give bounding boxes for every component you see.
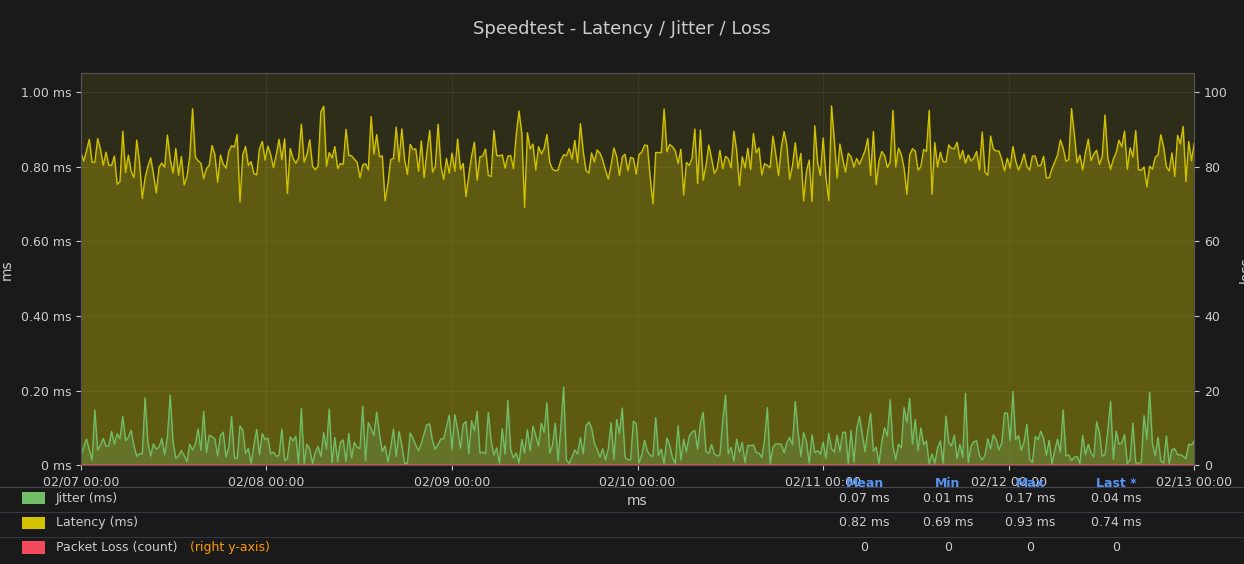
Text: 0.04 ms: 0.04 ms <box>1091 491 1141 505</box>
Text: (right y-axis): (right y-axis) <box>187 541 270 554</box>
Text: 0: 0 <box>944 541 952 554</box>
Text: Speedtest - Latency / Jitter / Loss: Speedtest - Latency / Jitter / Loss <box>473 20 771 38</box>
Text: 0.69 ms: 0.69 ms <box>923 516 973 530</box>
Text: Jitter (ms): Jitter (ms) <box>56 491 118 505</box>
Text: Latency (ms): Latency (ms) <box>56 516 138 530</box>
Text: 0.74 ms: 0.74 ms <box>1091 516 1141 530</box>
Text: 0: 0 <box>1112 541 1120 554</box>
X-axis label: ms: ms <box>627 494 648 508</box>
Text: 0.17 ms: 0.17 ms <box>1005 491 1055 505</box>
Text: 0.07 ms: 0.07 ms <box>840 491 889 505</box>
Text: Last *: Last * <box>1096 477 1136 490</box>
Y-axis label: loss: loss <box>1239 256 1244 283</box>
Text: 0.93 ms: 0.93 ms <box>1005 516 1055 530</box>
Text: 0: 0 <box>861 541 868 554</box>
Text: Max: Max <box>1015 477 1045 490</box>
Y-axis label: ms: ms <box>0 259 14 280</box>
Text: 0.82 ms: 0.82 ms <box>840 516 889 530</box>
Text: Min: Min <box>935 477 960 490</box>
Text: 0.01 ms: 0.01 ms <box>923 491 973 505</box>
Text: Packet Loss (count): Packet Loss (count) <box>56 541 178 554</box>
Text: Mean: Mean <box>846 477 883 490</box>
Text: 0: 0 <box>1026 541 1034 554</box>
